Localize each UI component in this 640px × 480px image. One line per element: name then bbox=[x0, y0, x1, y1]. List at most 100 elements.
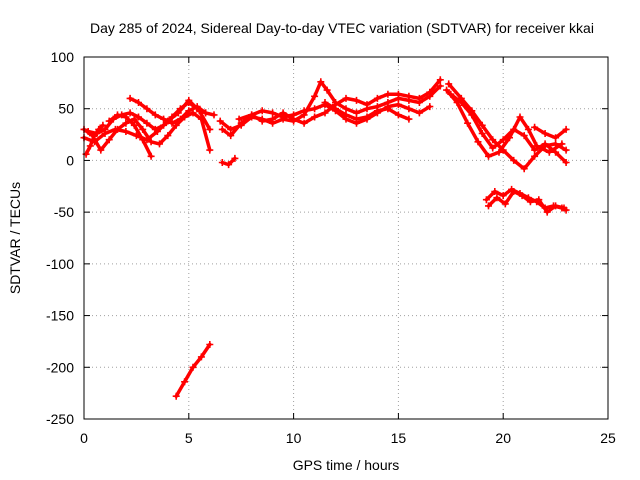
data-point bbox=[86, 142, 94, 150]
data-point bbox=[373, 94, 381, 102]
data-point bbox=[552, 202, 560, 210]
tick-layer: -250 -200 -150 -100 -50 0 50 100 0 5 10 15 20 25 bbox=[46, 49, 616, 446]
data-point bbox=[394, 101, 402, 109]
data-point bbox=[415, 94, 423, 102]
data-point bbox=[426, 103, 434, 111]
series-trace-6 bbox=[82, 121, 107, 158]
data-point bbox=[499, 146, 507, 154]
data-point bbox=[151, 125, 159, 133]
data-point bbox=[168, 119, 176, 127]
data-point bbox=[384, 90, 392, 98]
data-point bbox=[185, 99, 193, 106]
data-point bbox=[499, 136, 507, 144]
data-point bbox=[394, 90, 402, 98]
data-point bbox=[206, 341, 214, 348]
y-tick-label: 50 bbox=[58, 101, 74, 117]
data-point bbox=[384, 105, 392, 113]
data-point bbox=[464, 119, 472, 127]
data-point bbox=[520, 165, 528, 173]
data-point bbox=[227, 125, 235, 133]
x-tick-label: 15 bbox=[391, 430, 407, 446]
data-point bbox=[151, 111, 159, 119]
data-point bbox=[114, 111, 121, 119]
data-point bbox=[552, 148, 560, 156]
series-trace-4 bbox=[126, 94, 210, 127]
data-point bbox=[237, 119, 245, 127]
data-point bbox=[176, 115, 184, 123]
series-trace-12 bbox=[443, 86, 566, 160]
data-point bbox=[139, 136, 147, 144]
data-point bbox=[225, 161, 233, 169]
data-point bbox=[510, 125, 518, 133]
data-point bbox=[373, 107, 381, 115]
data-point bbox=[526, 198, 534, 206]
y-tick-label: -100 bbox=[46, 256, 74, 272]
data-point bbox=[135, 99, 142, 106]
data-point bbox=[518, 192, 526, 200]
x-axis-label: GPS time / hours bbox=[293, 457, 400, 473]
data-point bbox=[436, 82, 444, 90]
data-point bbox=[562, 146, 570, 154]
data-point bbox=[321, 99, 329, 106]
data-point bbox=[300, 107, 308, 115]
data-point bbox=[311, 113, 319, 121]
data-point bbox=[342, 111, 350, 119]
data-point bbox=[317, 78, 325, 86]
data-point bbox=[415, 109, 423, 117]
data-point bbox=[510, 156, 518, 164]
series-trace-11 bbox=[321, 99, 413, 123]
data-point bbox=[197, 353, 205, 361]
data-point bbox=[520, 132, 528, 140]
data-point bbox=[531, 123, 539, 131]
data-point bbox=[210, 111, 218, 119]
data-point bbox=[197, 115, 205, 123]
series-line bbox=[446, 82, 568, 171]
data-point bbox=[218, 125, 226, 133]
data-point bbox=[405, 92, 413, 100]
x-tick-label: 20 bbox=[495, 430, 511, 446]
x-tick-label: 10 bbox=[286, 430, 302, 446]
data-point bbox=[300, 119, 308, 127]
data-point bbox=[447, 90, 455, 98]
data-point bbox=[552, 140, 560, 148]
data-point bbox=[323, 86, 331, 94]
data-point bbox=[531, 152, 539, 160]
series-trace-18 bbox=[172, 341, 214, 400]
data-point bbox=[552, 134, 560, 142]
plot-frame bbox=[83, 56, 609, 420]
data-point bbox=[353, 115, 360, 123]
data-point bbox=[501, 200, 509, 208]
series-trace-10 bbox=[235, 76, 444, 127]
data-point bbox=[491, 188, 499, 195]
data-point bbox=[143, 105, 151, 113]
data-point bbox=[394, 111, 402, 119]
data-point bbox=[545, 148, 553, 156]
data-point bbox=[181, 378, 189, 386]
series-trace-5 bbox=[105, 111, 155, 160]
data-point bbox=[562, 125, 570, 133]
y-tick-label: -200 bbox=[46, 359, 74, 375]
y-axis-label: SDTVAR / TECUs bbox=[7, 182, 23, 294]
data-point bbox=[101, 125, 109, 133]
data-point bbox=[105, 136, 113, 144]
y-tick-label: -50 bbox=[54, 204, 74, 220]
data-point bbox=[248, 111, 256, 119]
data-point bbox=[311, 92, 319, 100]
data-point bbox=[99, 121, 107, 129]
data-point bbox=[363, 113, 371, 121]
data-point bbox=[468, 111, 476, 119]
data-point bbox=[97, 146, 105, 154]
series-line bbox=[486, 189, 566, 214]
data-point bbox=[342, 105, 350, 113]
data-point bbox=[185, 107, 193, 115]
data-point bbox=[562, 159, 570, 166]
data-point bbox=[474, 138, 482, 146]
y-tick-label: -150 bbox=[46, 308, 74, 324]
data-point bbox=[405, 105, 413, 113]
data-point bbox=[445, 80, 453, 88]
series-trace-14 bbox=[447, 90, 570, 166]
data-point bbox=[531, 146, 539, 154]
data-point bbox=[147, 138, 155, 146]
data-point bbox=[457, 99, 465, 106]
